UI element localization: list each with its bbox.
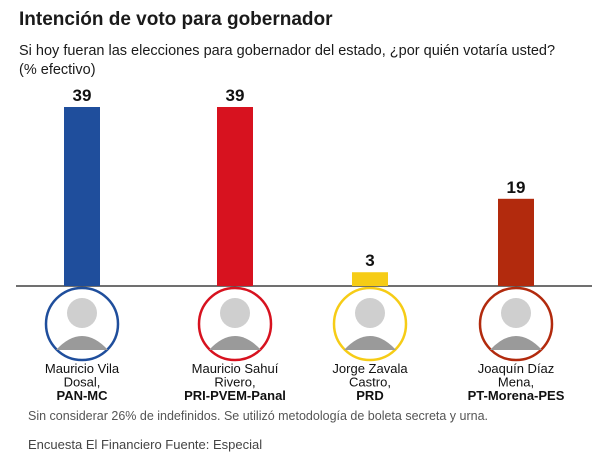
photo-head [501,298,531,328]
candidate-party: PRI-PVEM-Panal [184,388,286,403]
photo-head [220,298,250,328]
candidate-name-line: Joaquín Díaz [478,361,555,376]
candidate-name-line: Jorge Zavala [332,361,408,376]
photo-head [355,298,385,328]
photo-shoulders [344,336,396,350]
candidate-name-line: Dosal, [64,375,101,390]
photo-shoulders [209,336,261,350]
candidate-photo [44,286,120,362]
bar-4 [498,198,534,286]
bar-value-label: 39 [73,86,92,105]
chart-title: Intención de voto para gobernador [19,9,333,30]
photo-shoulders [56,336,108,350]
candidate-photo [197,286,273,362]
candidate-name-line: Rivero, [214,375,255,390]
candidate-name-line: Mena, [498,375,534,390]
photo-shoulders [490,336,542,350]
candidate-party: PRD [356,388,383,403]
bar-1 [64,107,100,286]
candidate-name-line: Mauricio Vila [45,361,120,376]
candidate-name-line: Mauricio Sahuí [192,361,279,376]
footnote: Sin considerar 26% de indefinidos. Se ut… [28,409,489,423]
photo-head [67,298,97,328]
chart-subtitle: Si hoy fueran las elecciones para gobern… [19,43,556,59]
candidate-party: PT-Morena-PES [468,388,565,403]
bar-value-label: 39 [226,86,245,105]
bar-value-label: 19 [507,178,526,197]
candidate-photo [332,286,408,362]
candidate-party: PAN-MC [56,388,108,403]
bar-value-label: 3 [365,251,374,270]
candidate-name-line: Castro, [349,375,391,390]
bar-3 [352,272,388,286]
candidate-photo [478,286,554,362]
bar-2 [217,107,253,286]
source-line: Encuesta El Financiero Fuente: Especial [28,437,263,452]
chart-unit: (% efectivo) [19,62,96,78]
